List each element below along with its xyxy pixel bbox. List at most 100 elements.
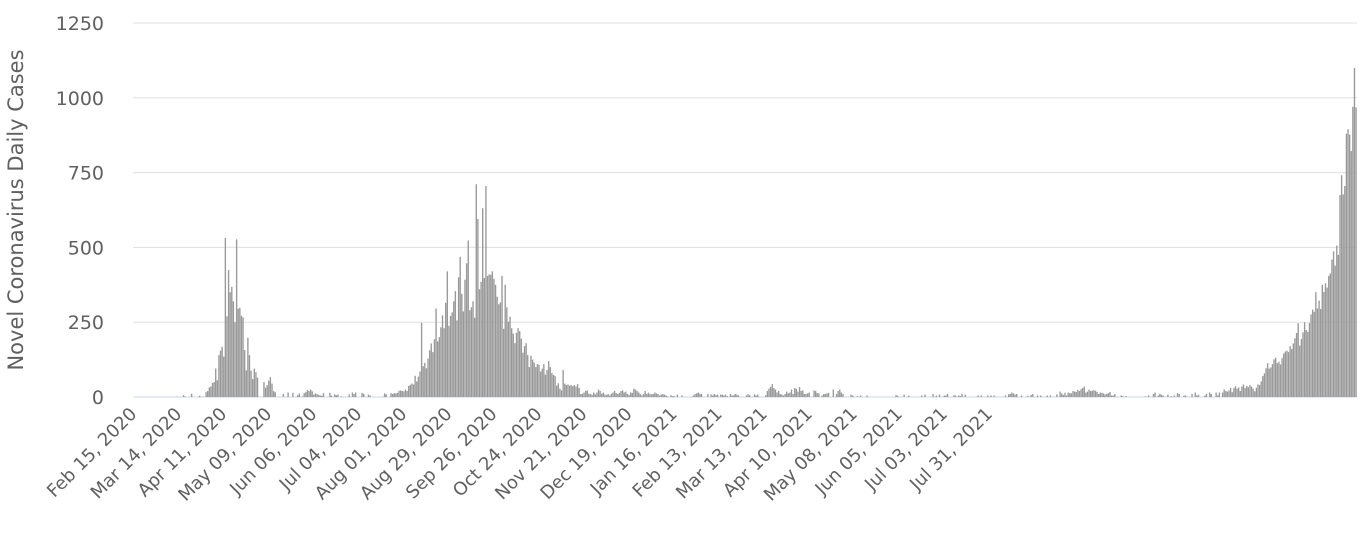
bar — [713, 394, 716, 397]
bar — [486, 275, 489, 397]
bar — [247, 337, 249, 397]
bar — [504, 284, 506, 397]
bar — [1078, 391, 1081, 397]
bar — [1339, 195, 1341, 397]
bar — [589, 394, 592, 397]
bar — [272, 391, 275, 397]
bar — [461, 293, 463, 397]
bar — [1305, 329, 1307, 397]
bar — [182, 395, 185, 397]
bar — [1106, 394, 1108, 397]
bar — [1331, 259, 1333, 397]
bar — [633, 388, 635, 397]
y-axis-ticks: 0 250 500 750 1000 1250 — [56, 13, 104, 409]
bar — [1300, 338, 1303, 397]
bar — [412, 384, 415, 397]
bar — [1107, 393, 1110, 397]
bar — [609, 395, 611, 397]
bar — [404, 389, 407, 397]
bar — [213, 382, 215, 397]
bar — [1311, 309, 1314, 397]
bar — [480, 281, 482, 397]
bar — [271, 383, 273, 397]
bar — [198, 395, 201, 397]
bar — [422, 366, 424, 397]
bar — [1036, 395, 1039, 397]
bar — [826, 393, 828, 397]
bar — [769, 387, 772, 397]
bar — [1265, 368, 1267, 397]
bar — [1260, 381, 1262, 397]
bar — [789, 392, 791, 397]
bar — [626, 394, 629, 397]
bar — [779, 394, 781, 397]
bar — [440, 327, 442, 397]
bar — [1159, 393, 1161, 397]
bar — [490, 274, 492, 397]
bar — [1281, 358, 1283, 397]
bar — [443, 328, 445, 397]
bar — [494, 284, 497, 397]
bar — [393, 393, 395, 397]
bar — [782, 395, 785, 397]
bar — [1233, 388, 1235, 397]
bar — [639, 394, 642, 397]
bar — [803, 394, 806, 397]
bar — [266, 385, 268, 397]
bar — [790, 389, 793, 397]
bar — [850, 394, 852, 397]
bar — [649, 394, 651, 397]
bar — [1091, 390, 1093, 397]
bar — [1252, 388, 1254, 397]
bar — [663, 394, 666, 397]
bar — [987, 395, 989, 397]
bar — [1323, 291, 1325, 397]
bar — [541, 368, 543, 397]
bar — [1258, 385, 1261, 397]
bar — [1263, 373, 1266, 397]
bar — [436, 341, 439, 397]
bar — [1014, 394, 1016, 397]
bar — [1292, 343, 1295, 397]
bar — [1093, 390, 1095, 397]
bar — [499, 302, 502, 397]
bar — [954, 395, 957, 397]
bar — [522, 352, 524, 397]
bar — [943, 395, 946, 397]
bar — [736, 394, 738, 397]
bar — [253, 368, 255, 397]
bar — [797, 391, 799, 397]
bar — [477, 218, 479, 397]
bar — [1250, 386, 1253, 397]
bar — [1295, 332, 1298, 397]
bar — [398, 390, 400, 397]
bar — [1065, 395, 1068, 397]
bar — [190, 393, 193, 397]
bar — [1270, 367, 1272, 397]
bar — [723, 395, 725, 397]
bar — [856, 396, 859, 397]
bar — [313, 394, 315, 397]
bar — [977, 395, 979, 397]
bar — [1081, 388, 1084, 397]
bar — [519, 331, 521, 397]
bar — [411, 383, 413, 397]
bar — [509, 316, 511, 397]
bar — [710, 394, 712, 397]
bar — [802, 390, 804, 397]
bar — [1316, 308, 1319, 397]
bar — [699, 393, 701, 397]
bar — [1268, 368, 1270, 397]
bar — [517, 328, 519, 397]
bar — [403, 391, 405, 397]
bar — [1112, 395, 1114, 397]
bar — [205, 392, 207, 397]
bar — [559, 388, 561, 397]
bar — [766, 391, 769, 397]
bar — [1342, 194, 1344, 397]
bar — [670, 395, 672, 397]
bar — [1086, 391, 1089, 397]
bar — [1254, 391, 1256, 397]
bar — [623, 392, 625, 397]
bar — [219, 350, 222, 397]
